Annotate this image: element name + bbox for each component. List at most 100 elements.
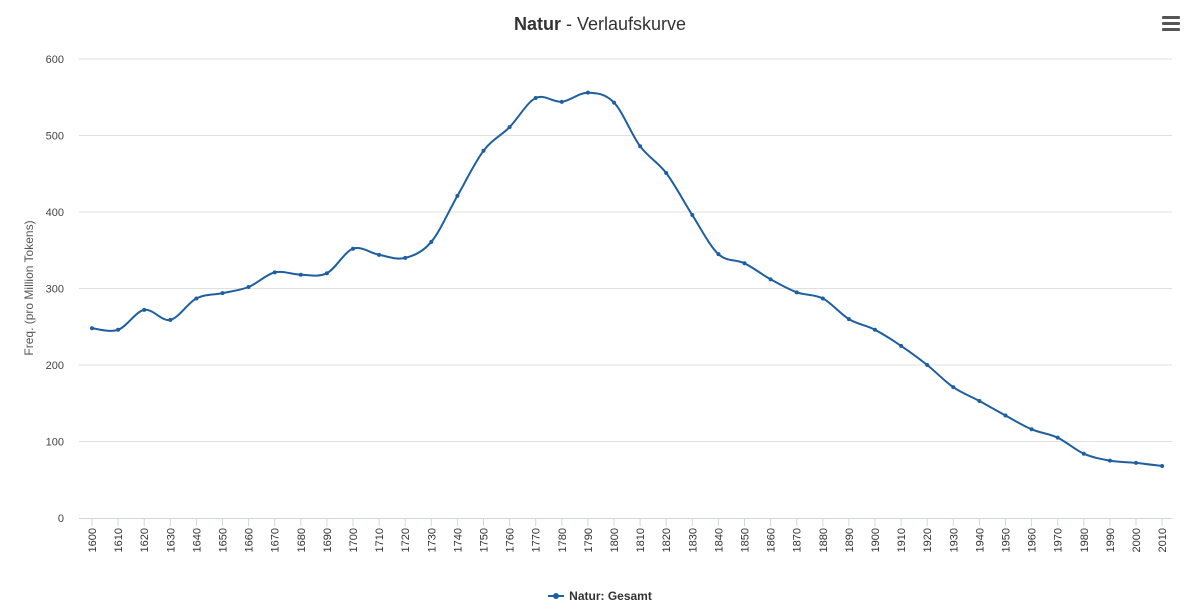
data-point-1910[interactable] [899, 343, 904, 348]
x-tick-label-1830: 1830 [687, 528, 699, 552]
data-point-1840[interactable] [716, 252, 721, 257]
data-point-1670[interactable] [272, 270, 277, 275]
legend-item-natur-gesamt[interactable]: Natur: Gesamt [548, 589, 652, 603]
data-point-1790[interactable] [585, 90, 590, 95]
x-tick-label-1870: 1870 [792, 528, 804, 552]
data-point-1620[interactable] [142, 307, 147, 312]
x-tick-label-1720: 1720 [400, 528, 412, 552]
data-point-1780[interactable] [559, 99, 564, 104]
x-tick-label-1950: 1950 [1001, 528, 1013, 552]
data-point-1750[interactable] [481, 148, 486, 153]
data-point-1710[interactable] [377, 252, 382, 257]
data-point-1700[interactable] [351, 246, 355, 251]
series-line-natur-gesamt [91, 91, 1164, 467]
data-point-1860[interactable] [768, 277, 773, 282]
data-point-2010[interactable] [1160, 463, 1165, 468]
x-tick-label-1780: 1780 [557, 528, 569, 552]
x-tick-label-1680: 1680 [296, 528, 308, 552]
x-tick-label-1850: 1850 [740, 528, 752, 552]
data-point-1730[interactable] [429, 239, 434, 244]
x-tick-label-2010: 2010 [1157, 528, 1169, 552]
data-point-1890[interactable] [846, 317, 851, 322]
x-tick-label-1700: 1700 [348, 528, 360, 552]
data-point-1920[interactable] [925, 363, 930, 367]
x-tick-label-1710: 1710 [374, 528, 386, 552]
x-tick-label-1620: 1620 [139, 528, 151, 552]
x-tick-label-1990: 1990 [1105, 528, 1117, 552]
x-tick-label-1930: 1930 [948, 528, 960, 552]
x-tick-label-1740: 1740 [452, 528, 464, 552]
x-tick-label-1820: 1820 [661, 528, 673, 552]
x-tick-label-1750: 1750 [479, 528, 491, 552]
x-tick-label-1920: 1920 [922, 528, 934, 552]
x-tick-label-1890: 1890 [844, 528, 856, 552]
data-point-1940[interactable] [977, 398, 982, 403]
x-tick-label-1730: 1730 [426, 528, 438, 552]
data-point-1690[interactable] [324, 271, 329, 276]
data-point-1610[interactable] [116, 327, 121, 332]
data-point-1950[interactable] [1003, 413, 1008, 418]
legend-line-symbol [548, 593, 565, 599]
legend-marker [553, 593, 560, 599]
y-tick-label-600: 600 [46, 54, 64, 66]
menu-bar-2 [1162, 22, 1180, 25]
x-tick-label-1880: 1880 [818, 528, 830, 552]
x-tick-label-1810: 1810 [635, 528, 647, 552]
y-tick-label-200: 200 [46, 360, 64, 372]
data-point-1960[interactable] [1029, 427, 1034, 432]
data-point-1760[interactable] [507, 125, 512, 130]
x-tick-label-1770: 1770 [531, 528, 543, 552]
data-point-1770[interactable] [533, 96, 538, 101]
x-tick-label-1660: 1660 [244, 528, 256, 552]
data-point-1820[interactable] [664, 170, 669, 175]
x-tick-label-1940: 1940 [974, 528, 986, 552]
data-point-1850[interactable] [742, 261, 747, 266]
data-point-1800[interactable] [612, 100, 616, 105]
x-tick-label-1900: 1900 [870, 528, 882, 552]
data-point-1650[interactable] [220, 291, 225, 296]
chart-title-rest: - Verlaufskurve [560, 14, 687, 34]
data-point-1880[interactable] [820, 296, 825, 301]
y-tick-label-100: 100 [46, 437, 64, 449]
x-tick-label-1800: 1800 [609, 528, 621, 552]
data-point-1680[interactable] [298, 272, 303, 277]
x-tick-label-1840: 1840 [713, 528, 725, 552]
data-point-1660[interactable] [246, 284, 251, 289]
x-tick-label-1610: 1610 [113, 528, 125, 552]
legend-label: Natur: Gesamt [569, 589, 652, 603]
data-point-1970[interactable] [1055, 435, 1060, 440]
x-tick-label-1630: 1630 [165, 528, 177, 552]
x-tick-label-1600: 1600 [87, 528, 99, 552]
y-tick-label-0: 0 [58, 513, 64, 525]
x-tick-label-1860: 1860 [766, 528, 778, 552]
data-point-1640[interactable] [194, 296, 199, 301]
data-point-1720[interactable] [403, 255, 408, 260]
y-tick-label-400: 400 [46, 207, 64, 219]
x-tick-label-1690: 1690 [322, 528, 334, 552]
data-point-1600[interactable] [90, 326, 94, 331]
data-point-1740[interactable] [455, 193, 460, 198]
chart-title-bold: Natur [513, 14, 561, 34]
data-point-1990[interactable] [1107, 458, 1112, 463]
data-point-1810[interactable] [638, 144, 643, 149]
chart-title: Natur - Verlaufskurve [0, 14, 1200, 35]
legend: Natur: Gesamt [0, 586, 1200, 603]
x-tick-label-1790: 1790 [583, 528, 595, 552]
data-point-1930[interactable] [951, 385, 956, 390]
x-tick-label-1960: 1960 [1027, 528, 1039, 552]
x-tick-label-1670: 1670 [270, 528, 282, 552]
menu-bar-3 [1162, 28, 1180, 31]
x-tick-label-1970: 1970 [1053, 528, 1065, 552]
data-point-1830[interactable] [690, 213, 695, 218]
x-tick-label-1910: 1910 [896, 528, 908, 552]
hamburger-menu-icon[interactable] [1162, 16, 1180, 34]
data-point-1630[interactable] [168, 317, 173, 322]
x-tick-label-1640: 1640 [191, 528, 203, 552]
y-tick-label-500: 500 [46, 131, 64, 143]
data-point-2000[interactable] [1134, 460, 1138, 465]
menu-bar-1 [1162, 16, 1180, 19]
data-point-1900[interactable] [873, 327, 877, 332]
data-point-1980[interactable] [1081, 451, 1086, 456]
data-point-1870[interactable] [794, 290, 799, 295]
